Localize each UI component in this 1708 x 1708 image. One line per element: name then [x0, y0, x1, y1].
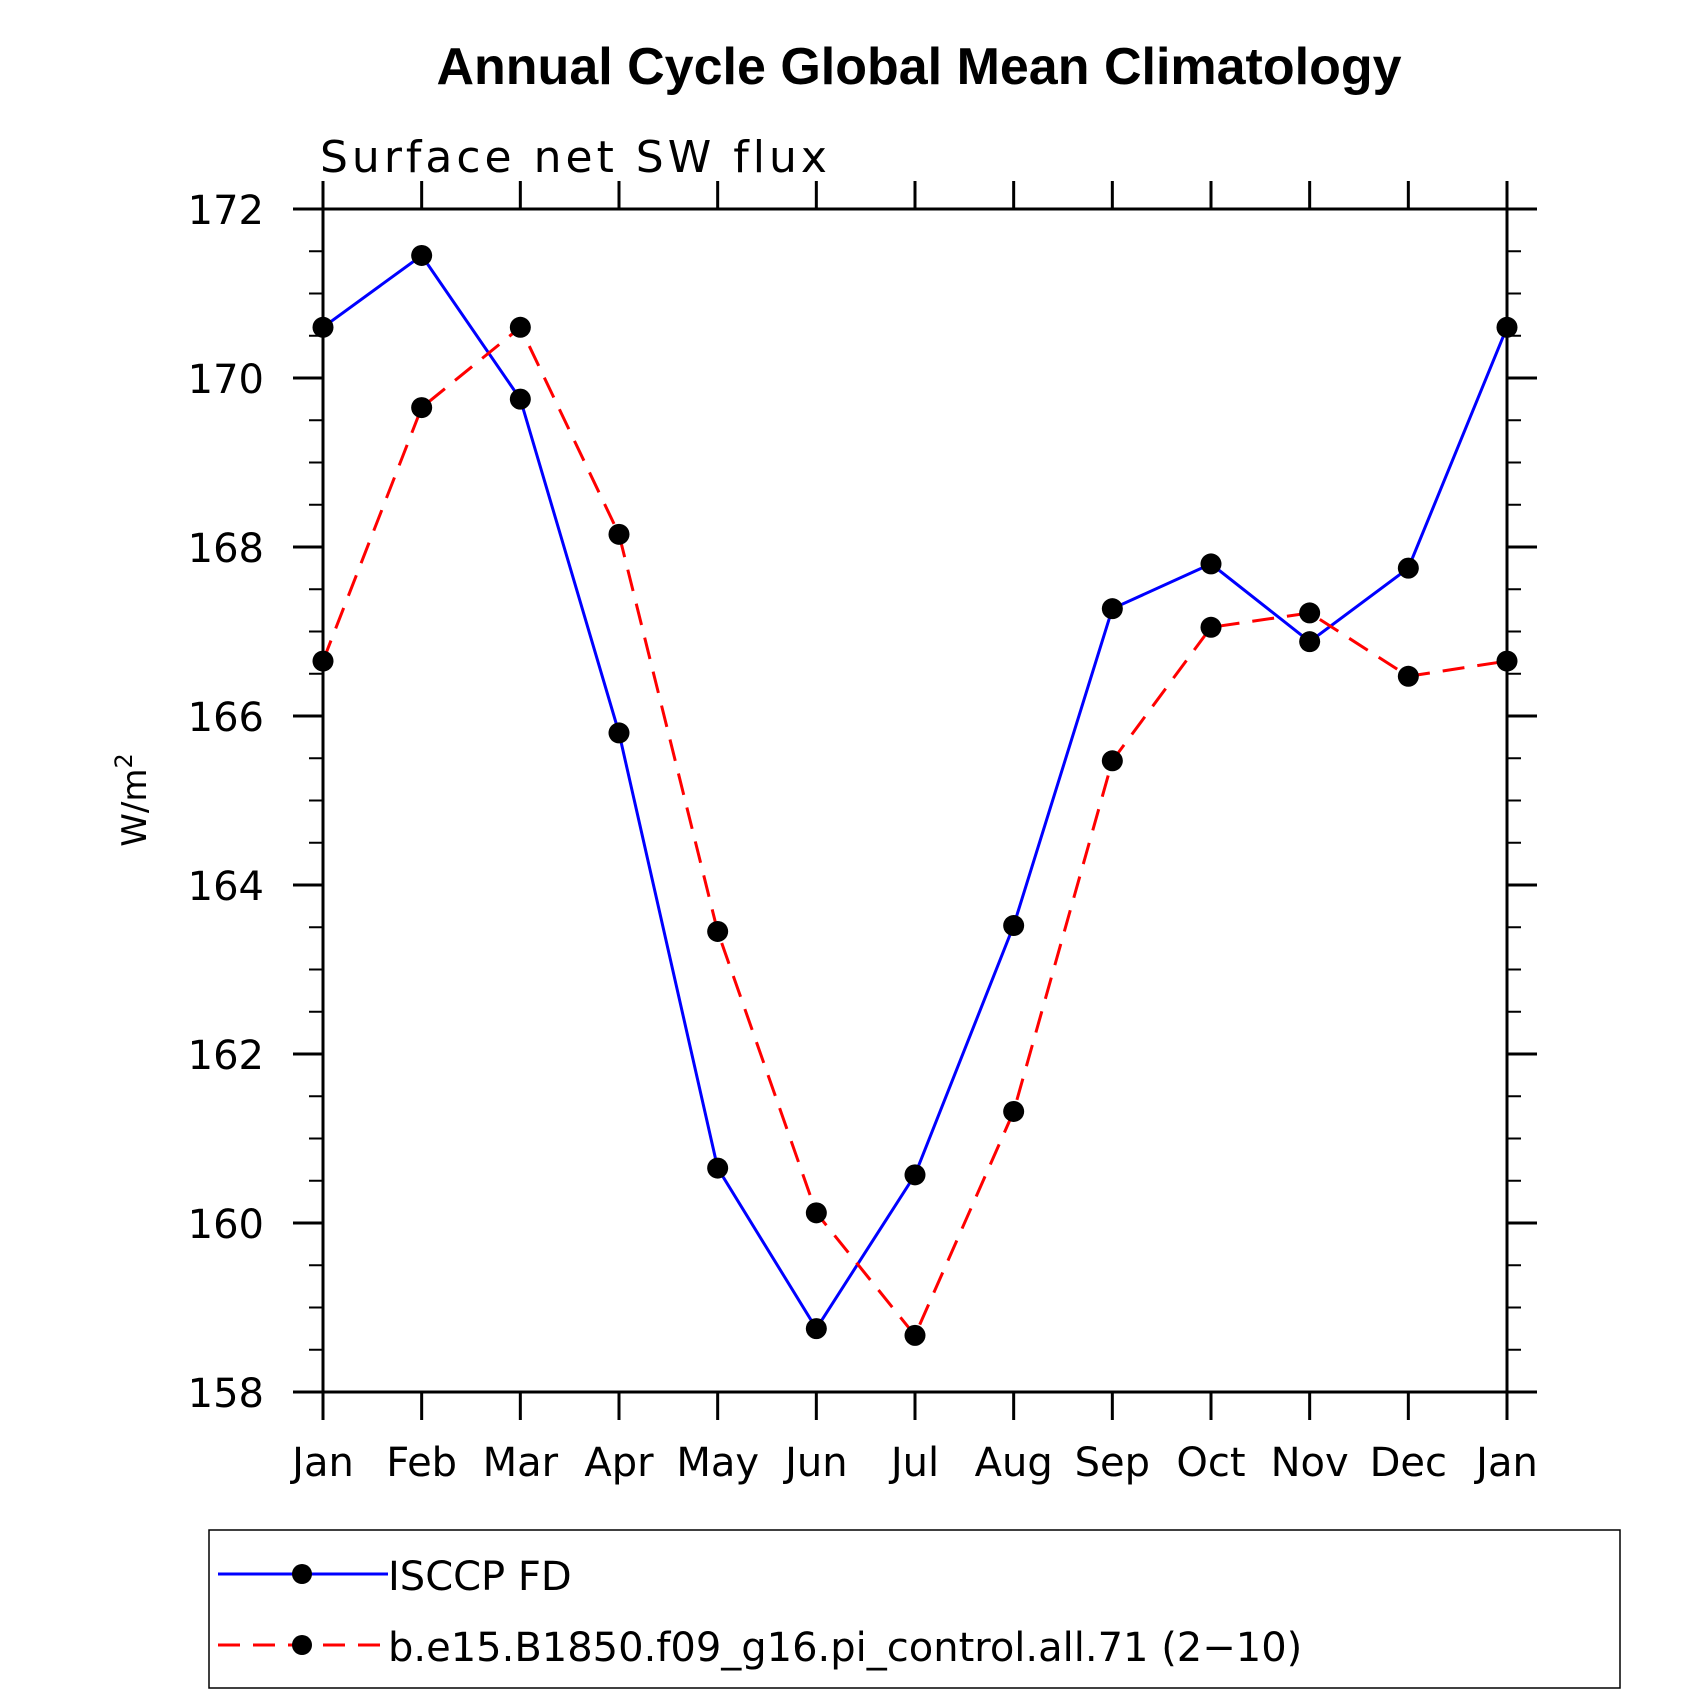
y-tick-label: 158	[188, 1371, 264, 1417]
y-tick-label: 170	[188, 357, 264, 403]
data-point-series-0	[1101, 598, 1123, 620]
x-tick-label: Jul	[888, 1440, 939, 1486]
data-point-series-1	[608, 523, 630, 545]
data-point-series-0	[509, 388, 531, 410]
data-point-series-1	[411, 397, 433, 419]
y-tick-label: 162	[188, 1033, 264, 1079]
x-tick-label: Nov	[1271, 1440, 1349, 1486]
data-point-series-1	[312, 650, 334, 672]
y-tick-label: 166	[188, 695, 264, 741]
x-tick-label: May	[676, 1440, 759, 1486]
chart-title: Annual Cycle Global Mean Climatology	[436, 38, 1401, 96]
legend-marker-isccp	[292, 1564, 312, 1584]
data-point-series-0	[1496, 316, 1518, 338]
x-tick-label: Jan	[1473, 1440, 1538, 1486]
data-point-series-0	[805, 1318, 827, 1340]
data-point-series-1	[707, 920, 729, 942]
legend-label-isccp: ISCCP FD	[388, 1554, 572, 1600]
data-point-series-1	[1200, 616, 1222, 638]
data-point-series-0	[1397, 557, 1419, 579]
x-tick-label: Oct	[1176, 1440, 1245, 1486]
data-point-series-0	[707, 1157, 729, 1179]
x-tick-label: Sep	[1075, 1440, 1150, 1486]
data-point-series-1	[1397, 665, 1419, 687]
y-tick-label: 164	[188, 864, 264, 910]
data-point-series-1	[904, 1324, 926, 1346]
x-tick-label: Feb	[386, 1440, 457, 1486]
data-point-series-0	[904, 1164, 926, 1186]
y-tick-label: 160	[188, 1202, 264, 1248]
y-axis-label: W/m2	[110, 753, 155, 846]
legend: ISCCP FD b.e15.B1850.f09_g16.pi_control.…	[208, 1529, 1621, 1689]
axis-tick-labels: Jan Feb Mar Apr May Jun Jul Aug Sep Oct Nov Dec Jan 1…	[188, 188, 1538, 1486]
data-point-series-1	[509, 316, 531, 338]
data-point-series-1	[1496, 650, 1518, 672]
x-tick-label: Apr	[584, 1440, 654, 1486]
series-layer	[312, 244, 1518, 1346]
data-point-series-0	[312, 316, 334, 338]
data-point-series-1	[1299, 602, 1321, 624]
x-tick-label: Jan	[289, 1440, 354, 1486]
legend-marker-model	[292, 1635, 312, 1655]
x-tick-label: Aug	[975, 1440, 1053, 1486]
y-tick-label: 168	[188, 526, 264, 572]
y-tick-label: 172	[188, 188, 264, 234]
data-point-series-0	[1003, 915, 1025, 937]
x-tick-label: Mar	[483, 1440, 559, 1486]
legend-label-model: b.e15.B1850.f09_g16.pi_control.all.71 (2…	[388, 1625, 1302, 1671]
y-axis-label-text: W/m	[115, 769, 155, 847]
data-point-series-0	[1200, 553, 1222, 575]
chart-subtitle: Surface net SW flux	[320, 132, 831, 183]
data-point-series-0	[411, 244, 433, 266]
x-tick-label: Dec	[1370, 1440, 1447, 1486]
data-point-series-1	[1101, 750, 1123, 772]
plot-frame	[321, 207, 1509, 1394]
data-point-series-1	[1003, 1100, 1025, 1122]
data-point-series-0	[1299, 631, 1321, 653]
legend-box	[208, 1529, 1621, 1689]
axis-ticks	[293, 181, 1537, 1420]
data-point-series-1	[805, 1202, 827, 1224]
y-axis-label-superscript: 2	[110, 753, 138, 768]
x-tick-label: Jun	[782, 1440, 848, 1486]
data-point-series-0	[608, 722, 630, 744]
